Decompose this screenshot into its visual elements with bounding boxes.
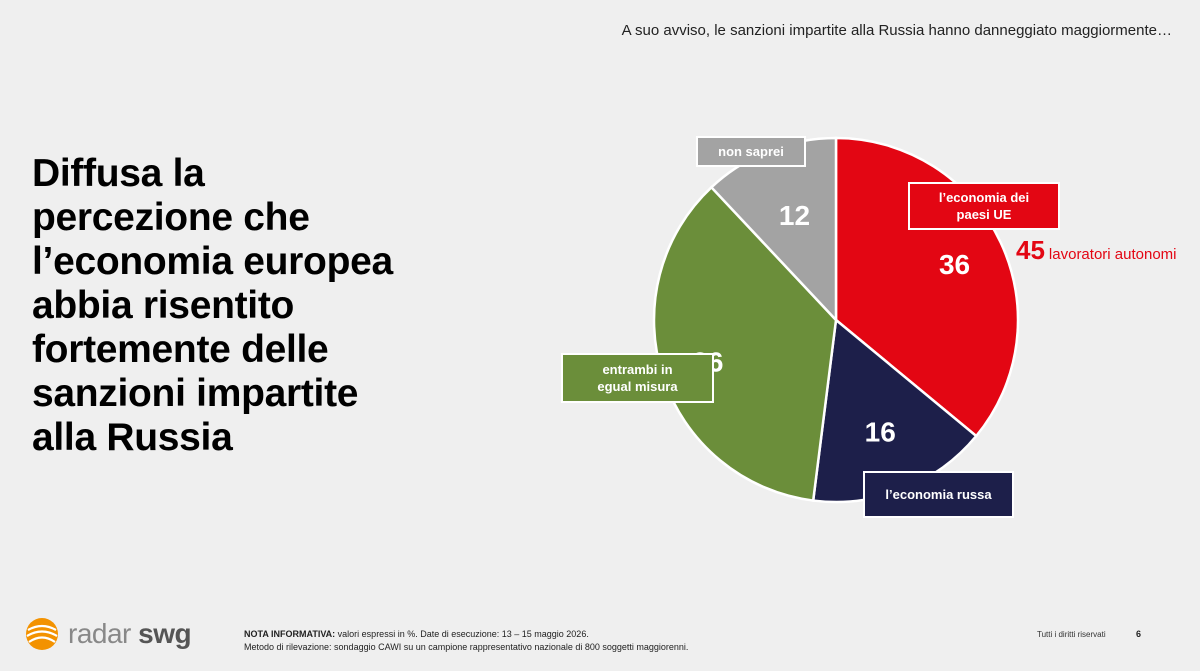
page-number: 6 [1136,629,1142,639]
footnote: NOTA INFORMATIVA: valori espressi in %. … [244,628,688,654]
slice-value-dont-know: 12 [779,200,810,231]
logo-word-swg: swg [138,618,192,649]
callout-annotation: 45 lavoratori autonomi [1016,235,1177,266]
legend-label-ue: l’economia dei paesi UE [908,182,1060,230]
footer-logo: radar swg [24,616,192,652]
logo-wordmark: radar swg [68,618,192,650]
legend-label-russia: l’economia russa [863,471,1014,518]
footnote-method: Metodo di rilevazione: sondaggio CAWI su… [244,642,689,652]
globe-logo-icon [26,618,58,650]
footnote-line-1: NOTA INFORMATIVA: valori espressi in %. … [244,628,688,641]
footnote-bold: NOTA INFORMATIVA: [244,629,336,639]
legend-label-dont-know: non saprei [696,136,806,167]
slice-value-russia: 16 [865,417,896,448]
callout-value: 45 [1016,235,1045,265]
footnote-dates: valori espressi in %. Date di esecuzione… [337,629,589,639]
rights-text: Tutti i diritti riservati [1037,630,1106,639]
headline: Diffusa la percezione che l’economia eur… [32,152,393,459]
logo-word-radar: radar [68,618,131,649]
callout-text: lavoratori autonomi [1048,246,1177,263]
survey-question: A suo avviso, le sanzioni impartite alla… [621,22,1172,39]
legend-label-both: entrambi in egual misura [561,353,714,403]
slice-value-ue: 36 [939,249,970,280]
